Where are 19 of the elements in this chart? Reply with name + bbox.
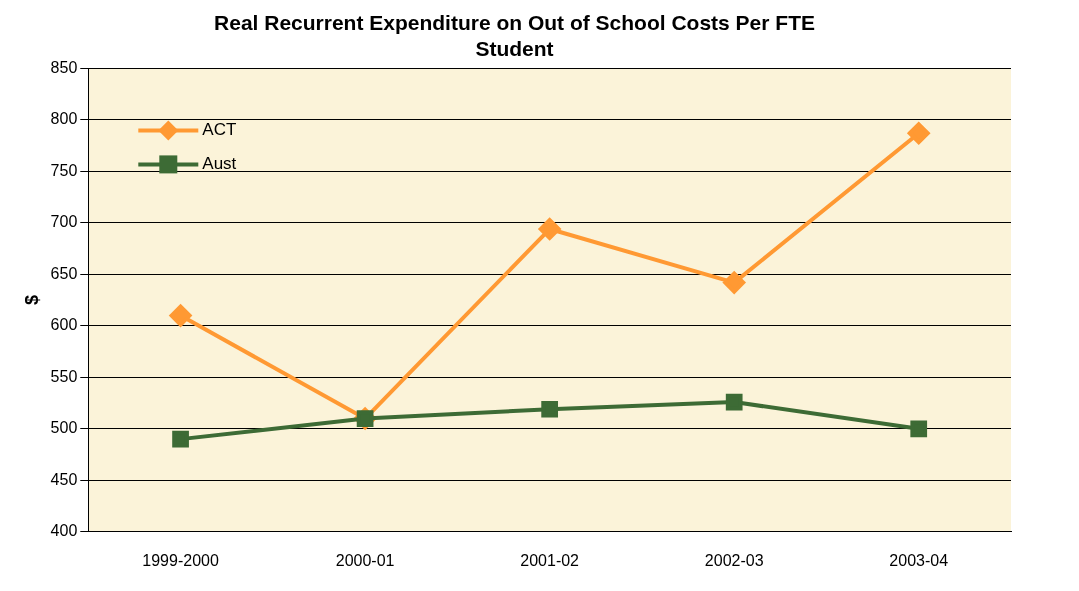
y-tick-label: 750 [50, 161, 78, 179]
chart-title: Real Recurrent Expenditure on Out of School Costs Per FTE Student [214, 11, 815, 60]
x-tick-label: 2000-01 [335, 551, 395, 569]
legend-label: ACT [202, 120, 237, 140]
y-tick-label: 700 [50, 213, 78, 231]
y-tick-label: 850 [50, 58, 78, 76]
x-tick-label: 2001-02 [520, 551, 580, 569]
y-tick-label: 550 [50, 367, 78, 385]
y-tick-label: 600 [50, 316, 78, 334]
x-tick-label: 2003-04 [889, 551, 949, 569]
x-tick-label: 1999-2000 [142, 551, 219, 569]
y-tick-label: 500 [50, 419, 78, 437]
y-tick-label: 400 [50, 522, 78, 540]
legend-label: Aust [202, 154, 237, 174]
y-tick-label: 800 [50, 110, 78, 128]
x-tick-label: 2002-03 [704, 551, 764, 569]
y-axis-title: $ [21, 295, 42, 306]
y-tick-label: 650 [50, 264, 78, 282]
y-tick-label: 450 [50, 470, 78, 488]
